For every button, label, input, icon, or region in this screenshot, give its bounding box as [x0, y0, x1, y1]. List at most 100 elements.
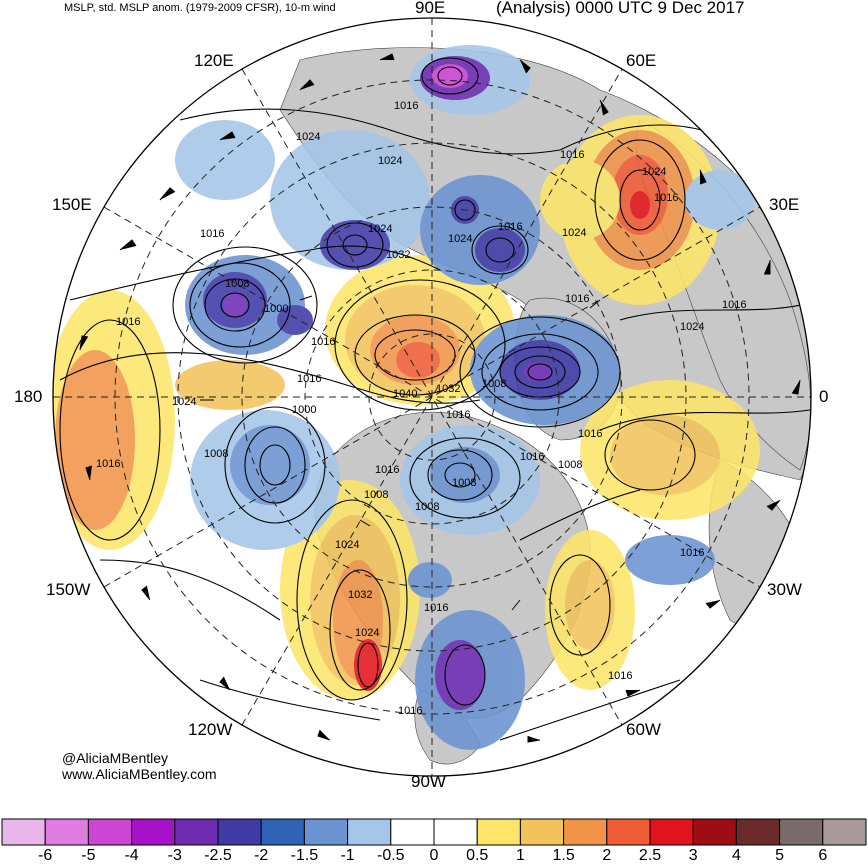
anom-pacific-low	[175, 120, 275, 200]
colorbar-tick-label: 2	[602, 847, 612, 864]
isobar-label: 1032	[386, 249, 410, 261]
colorbar-swatch	[260, 818, 305, 846]
lon-label-30e: 30E	[769, 195, 800, 214]
isobar-label: 1024	[355, 627, 379, 639]
colorbar-tick-label: -2	[254, 847, 269, 864]
lon-label-0: 0	[819, 387, 829, 406]
isobar-label: 1024	[296, 131, 320, 143]
colorbar-swatch	[563, 818, 608, 846]
colorbar-swatch	[779, 818, 824, 846]
map-title: MSLP, std. MSLP anom. (1979-2009 CFSR), …	[64, 2, 336, 14]
lon-label-90w: 90W	[411, 772, 446, 791]
anom-north-atlantic-low	[625, 535, 715, 585]
isobar-label: 1008	[482, 378, 506, 390]
polar-map: 1016 1024 1024 1016 1024 1024 1016 1024 …	[52, 17, 812, 777]
colorbar-tick-label: -1.5	[290, 847, 319, 864]
colorbar-swatch	[606, 818, 651, 846]
colorbar-swatch	[692, 818, 737, 846]
isobar-label: 1032	[348, 589, 372, 601]
colorbar-tick-label: -6	[38, 847, 53, 864]
isobar-label: 1016	[654, 192, 678, 204]
isobar-label: 1024	[335, 539, 359, 551]
lon-label-90e: 90E	[415, 0, 446, 17]
isobar-label: 1016	[608, 670, 632, 682]
lon-label-120w: 120W	[188, 720, 233, 739]
isobar-label: 1000	[292, 404, 316, 416]
lon-label-150w: 150W	[46, 580, 91, 599]
isobar-label: 1016	[680, 547, 704, 559]
anom-great-lakes-low	[408, 562, 452, 598]
anom-central-arctic-core	[475, 228, 525, 272]
isobar-label: 1008	[452, 477, 476, 489]
anom-west-na-high-max	[354, 639, 382, 691]
isobar-label: 1016	[297, 373, 321, 385]
lon-label-60w: 60W	[626, 720, 661, 739]
anom-europe-high-max	[630, 191, 650, 219]
lon-label-180: 180	[14, 387, 43, 406]
colorbar-swatch	[476, 818, 521, 846]
graticule-layer	[53, 18, 811, 776]
isobar-label: 1016	[722, 299, 746, 311]
isobar-label: 1016	[446, 409, 470, 421]
colorbar-swatch	[822, 818, 867, 846]
map-disc: 1016 1024 1024 1016 1024 1024 1016 1024 …	[53, 18, 811, 776]
colorbar-tick-label: 1	[515, 847, 525, 864]
colorbar-swatch	[433, 818, 478, 846]
colorbar-tick-label: 3	[688, 847, 698, 864]
valid-time: (Analysis) 0000 UTC 9 Dec 2017	[496, 0, 745, 17]
colorbar-swatch	[649, 818, 694, 846]
isobar-label: 1024	[680, 321, 704, 333]
anom-east-na-low-core	[435, 640, 485, 710]
colorbar-tick-label: -5	[81, 847, 96, 864]
colorbar-tick-label: -1	[340, 847, 355, 864]
colorbar-tick-label: 0.5	[466, 847, 489, 864]
colorbar-tick-label: 1.5	[552, 847, 575, 864]
isobar-label: 1008	[558, 459, 582, 471]
colorbar-tick-label: -0.5	[377, 847, 405, 864]
isobar-label: 1008	[415, 501, 439, 513]
colorbar-tick-label: 6	[818, 847, 828, 864]
colorbar-tick-label: 2.5	[638, 847, 662, 864]
isobar-label: 1016	[498, 221, 522, 233]
isobar-label: 1016	[311, 336, 335, 348]
lon-label-30w: 30W	[767, 580, 802, 599]
isobar-label: 1024	[368, 223, 392, 235]
lon-label-150e: 150E	[52, 195, 92, 214]
anom-hudson-low-core	[430, 447, 500, 503]
colorbar-tick-label: 4	[731, 847, 741, 864]
anom-barents-low	[685, 170, 755, 230]
colorbar-swatch	[519, 818, 565, 846]
lon-label-60e: 60E	[626, 51, 657, 70]
anom-okhotsk-low-max	[223, 293, 247, 317]
colorbar-tick-label: -3	[167, 847, 182, 864]
anom-arctic-high-max	[396, 342, 440, 378]
isobar-label: 1024	[448, 233, 472, 245]
isobar-label: 1024	[562, 227, 586, 239]
isobar-layer	[59, 57, 811, 741]
credit-website: www.AliciaMBentley.com	[62, 766, 217, 782]
anom-siberia-high	[540, 160, 620, 240]
wind-barbs-layer	[79, 53, 801, 743]
anom-pacific-high-core	[55, 350, 135, 530]
colorbar-swatch	[174, 818, 219, 846]
isobar-label: 1024	[642, 166, 666, 178]
isobar-label: 1016	[116, 316, 140, 328]
colorbar-swatch	[131, 818, 176, 846]
anom-atlantic-high-core	[610, 415, 720, 495]
isobar-label: 1016	[375, 464, 399, 476]
isobar-label: 1040	[393, 388, 417, 400]
colorbar	[1, 818, 867, 846]
isobar-label: 1000	[264, 303, 288, 315]
isobar-label: 1008	[204, 448, 228, 460]
anom-kara-low-core	[432, 64, 468, 88]
anom-siberia-low-outer	[270, 130, 430, 270]
map-boundary	[52, 17, 812, 777]
isobar-label: 1016	[200, 228, 224, 240]
anom-mid-atlantic-core	[565, 560, 615, 650]
isobar-label: 1008	[225, 278, 249, 290]
isobar-label: 1016	[394, 100, 418, 112]
colorbar-swatch	[87, 818, 133, 846]
colorbar-swatch	[735, 818, 781, 846]
isobar-label: 1016	[398, 705, 422, 717]
lon-label-120e: 120E	[194, 51, 234, 70]
